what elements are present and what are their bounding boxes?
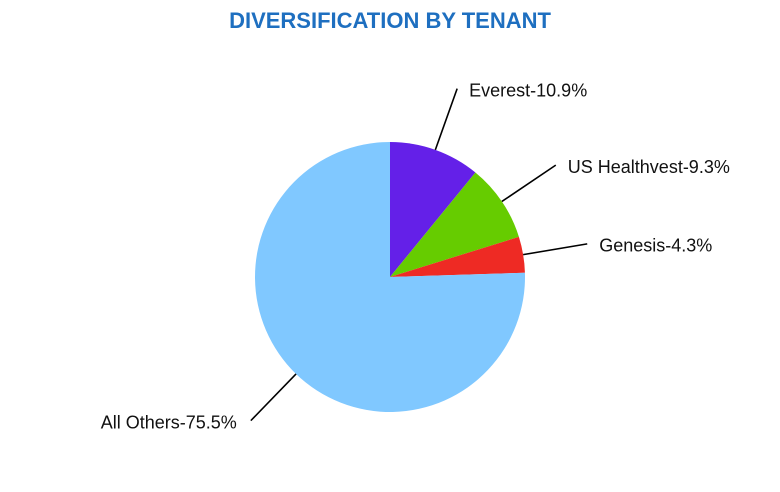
slice-label: All Others-75.5%	[101, 412, 237, 432]
leader-line	[250, 373, 297, 422]
pie-slice	[255, 142, 525, 412]
leader-line	[501, 164, 557, 203]
pie-slice	[390, 172, 519, 277]
slice-label: US Healthvest-9.3%	[568, 157, 730, 177]
pie-slice	[390, 236, 525, 277]
chart-title: DIVERSIFICATION BY TENANT	[229, 8, 551, 33]
slice-label: Genesis-4.3%	[599, 236, 712, 256]
slice-label: Everest-10.9%	[469, 80, 587, 100]
leader-line	[434, 88, 458, 151]
pie-slice	[390, 142, 476, 277]
leader-line	[523, 243, 588, 256]
